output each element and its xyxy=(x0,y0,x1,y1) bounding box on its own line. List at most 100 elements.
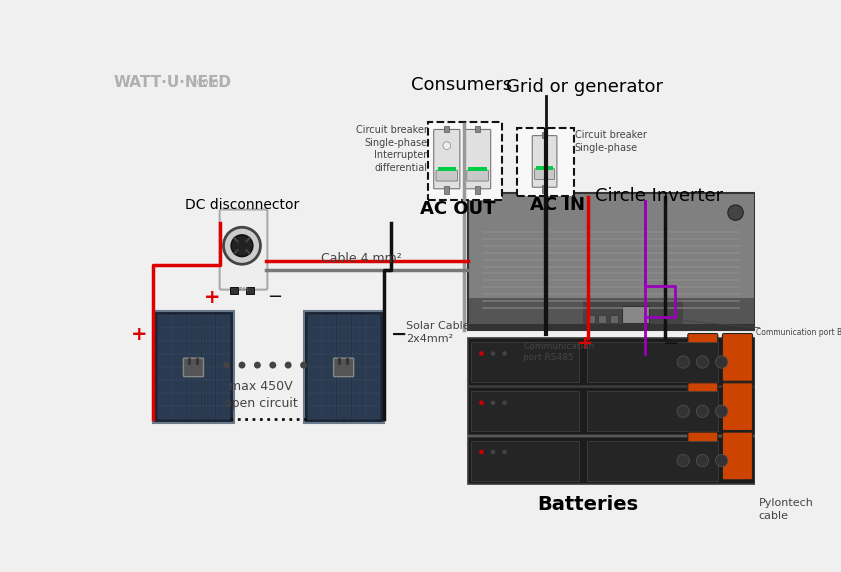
Bar xyxy=(216,355,230,367)
Bar xyxy=(445,126,449,132)
Bar xyxy=(157,315,172,328)
Bar xyxy=(468,387,755,435)
Bar xyxy=(202,315,215,328)
Text: WATT·U·NEED: WATT·U·NEED xyxy=(114,75,231,90)
Bar xyxy=(202,406,215,419)
Bar xyxy=(202,341,215,353)
Bar xyxy=(172,315,186,328)
Text: Circle Inverter: Circle Inverter xyxy=(595,187,722,205)
Bar xyxy=(352,355,366,367)
Circle shape xyxy=(727,205,743,220)
Text: +: + xyxy=(204,288,220,307)
Bar xyxy=(352,315,366,328)
Bar xyxy=(202,355,215,367)
Bar xyxy=(308,315,321,328)
Bar xyxy=(216,315,230,328)
Bar xyxy=(322,315,336,328)
Circle shape xyxy=(502,450,507,454)
Bar xyxy=(437,167,456,171)
FancyBboxPatch shape xyxy=(428,122,502,200)
Bar xyxy=(587,391,718,431)
Bar xyxy=(468,193,755,298)
Text: −: − xyxy=(390,325,407,344)
Bar xyxy=(157,380,172,392)
Text: AC IN: AC IN xyxy=(530,196,585,214)
Bar xyxy=(337,367,351,380)
Circle shape xyxy=(696,454,709,467)
Bar xyxy=(337,380,351,392)
Text: +: + xyxy=(130,325,147,344)
Circle shape xyxy=(479,351,484,356)
Text: Circuit breaker
Single-phase
Interrupter
differential: Circuit breaker Single-phase Interrupter… xyxy=(356,125,427,173)
Bar xyxy=(172,341,186,353)
Bar xyxy=(187,341,201,353)
Bar xyxy=(367,367,380,380)
FancyBboxPatch shape xyxy=(436,170,458,181)
Bar xyxy=(153,311,235,423)
Bar xyxy=(202,380,215,392)
Bar xyxy=(308,355,321,367)
Circle shape xyxy=(696,405,709,418)
Bar xyxy=(472,391,579,431)
Bar xyxy=(246,287,253,294)
Circle shape xyxy=(677,454,690,467)
Bar xyxy=(475,126,480,132)
Circle shape xyxy=(223,362,230,368)
Bar xyxy=(352,367,366,380)
FancyBboxPatch shape xyxy=(722,333,753,382)
Bar xyxy=(202,367,215,380)
Bar xyxy=(468,193,755,331)
Text: Solar Cable
2x4mm²: Solar Cable 2x4mm² xyxy=(406,321,469,344)
Bar xyxy=(216,394,230,406)
Bar xyxy=(216,341,230,353)
Bar xyxy=(187,406,201,419)
Bar xyxy=(352,406,366,419)
Bar xyxy=(468,167,487,171)
Bar xyxy=(599,315,606,323)
Bar xyxy=(308,380,321,392)
Bar xyxy=(468,338,755,386)
Bar xyxy=(308,328,321,341)
Circle shape xyxy=(443,142,451,149)
Circle shape xyxy=(696,356,709,368)
Bar xyxy=(367,341,380,353)
FancyBboxPatch shape xyxy=(722,383,753,431)
Bar xyxy=(308,341,321,353)
Bar xyxy=(337,328,351,341)
Bar xyxy=(472,440,579,480)
FancyBboxPatch shape xyxy=(688,383,718,431)
Bar xyxy=(216,380,230,392)
Bar xyxy=(536,166,553,169)
Text: AC OUT: AC OUT xyxy=(420,200,495,217)
Text: Consumers: Consumers xyxy=(411,76,512,94)
Circle shape xyxy=(479,450,484,454)
Bar xyxy=(367,380,380,392)
Bar xyxy=(187,394,201,406)
Bar xyxy=(367,328,380,341)
Text: IP65: IP65 xyxy=(238,287,249,292)
FancyBboxPatch shape xyxy=(517,128,574,196)
Bar xyxy=(157,355,172,367)
Bar xyxy=(468,298,755,331)
Bar xyxy=(187,367,201,380)
Bar xyxy=(157,328,172,341)
Bar xyxy=(587,342,718,382)
FancyBboxPatch shape xyxy=(535,169,554,180)
Bar xyxy=(542,185,547,193)
Text: Communication
port RS485: Communication port RS485 xyxy=(523,342,595,362)
Bar xyxy=(322,341,336,353)
Text: Grid or generator: Grid or generator xyxy=(506,78,663,96)
Bar xyxy=(337,315,351,328)
Bar xyxy=(322,355,336,367)
Bar xyxy=(172,367,186,380)
Circle shape xyxy=(239,362,246,368)
Circle shape xyxy=(490,450,495,454)
Bar xyxy=(157,406,172,419)
FancyBboxPatch shape xyxy=(532,136,557,187)
Circle shape xyxy=(254,362,261,368)
Circle shape xyxy=(502,351,507,356)
Bar xyxy=(322,367,336,380)
Text: .com: .com xyxy=(194,77,220,87)
Bar xyxy=(216,406,230,419)
Bar xyxy=(187,315,201,328)
